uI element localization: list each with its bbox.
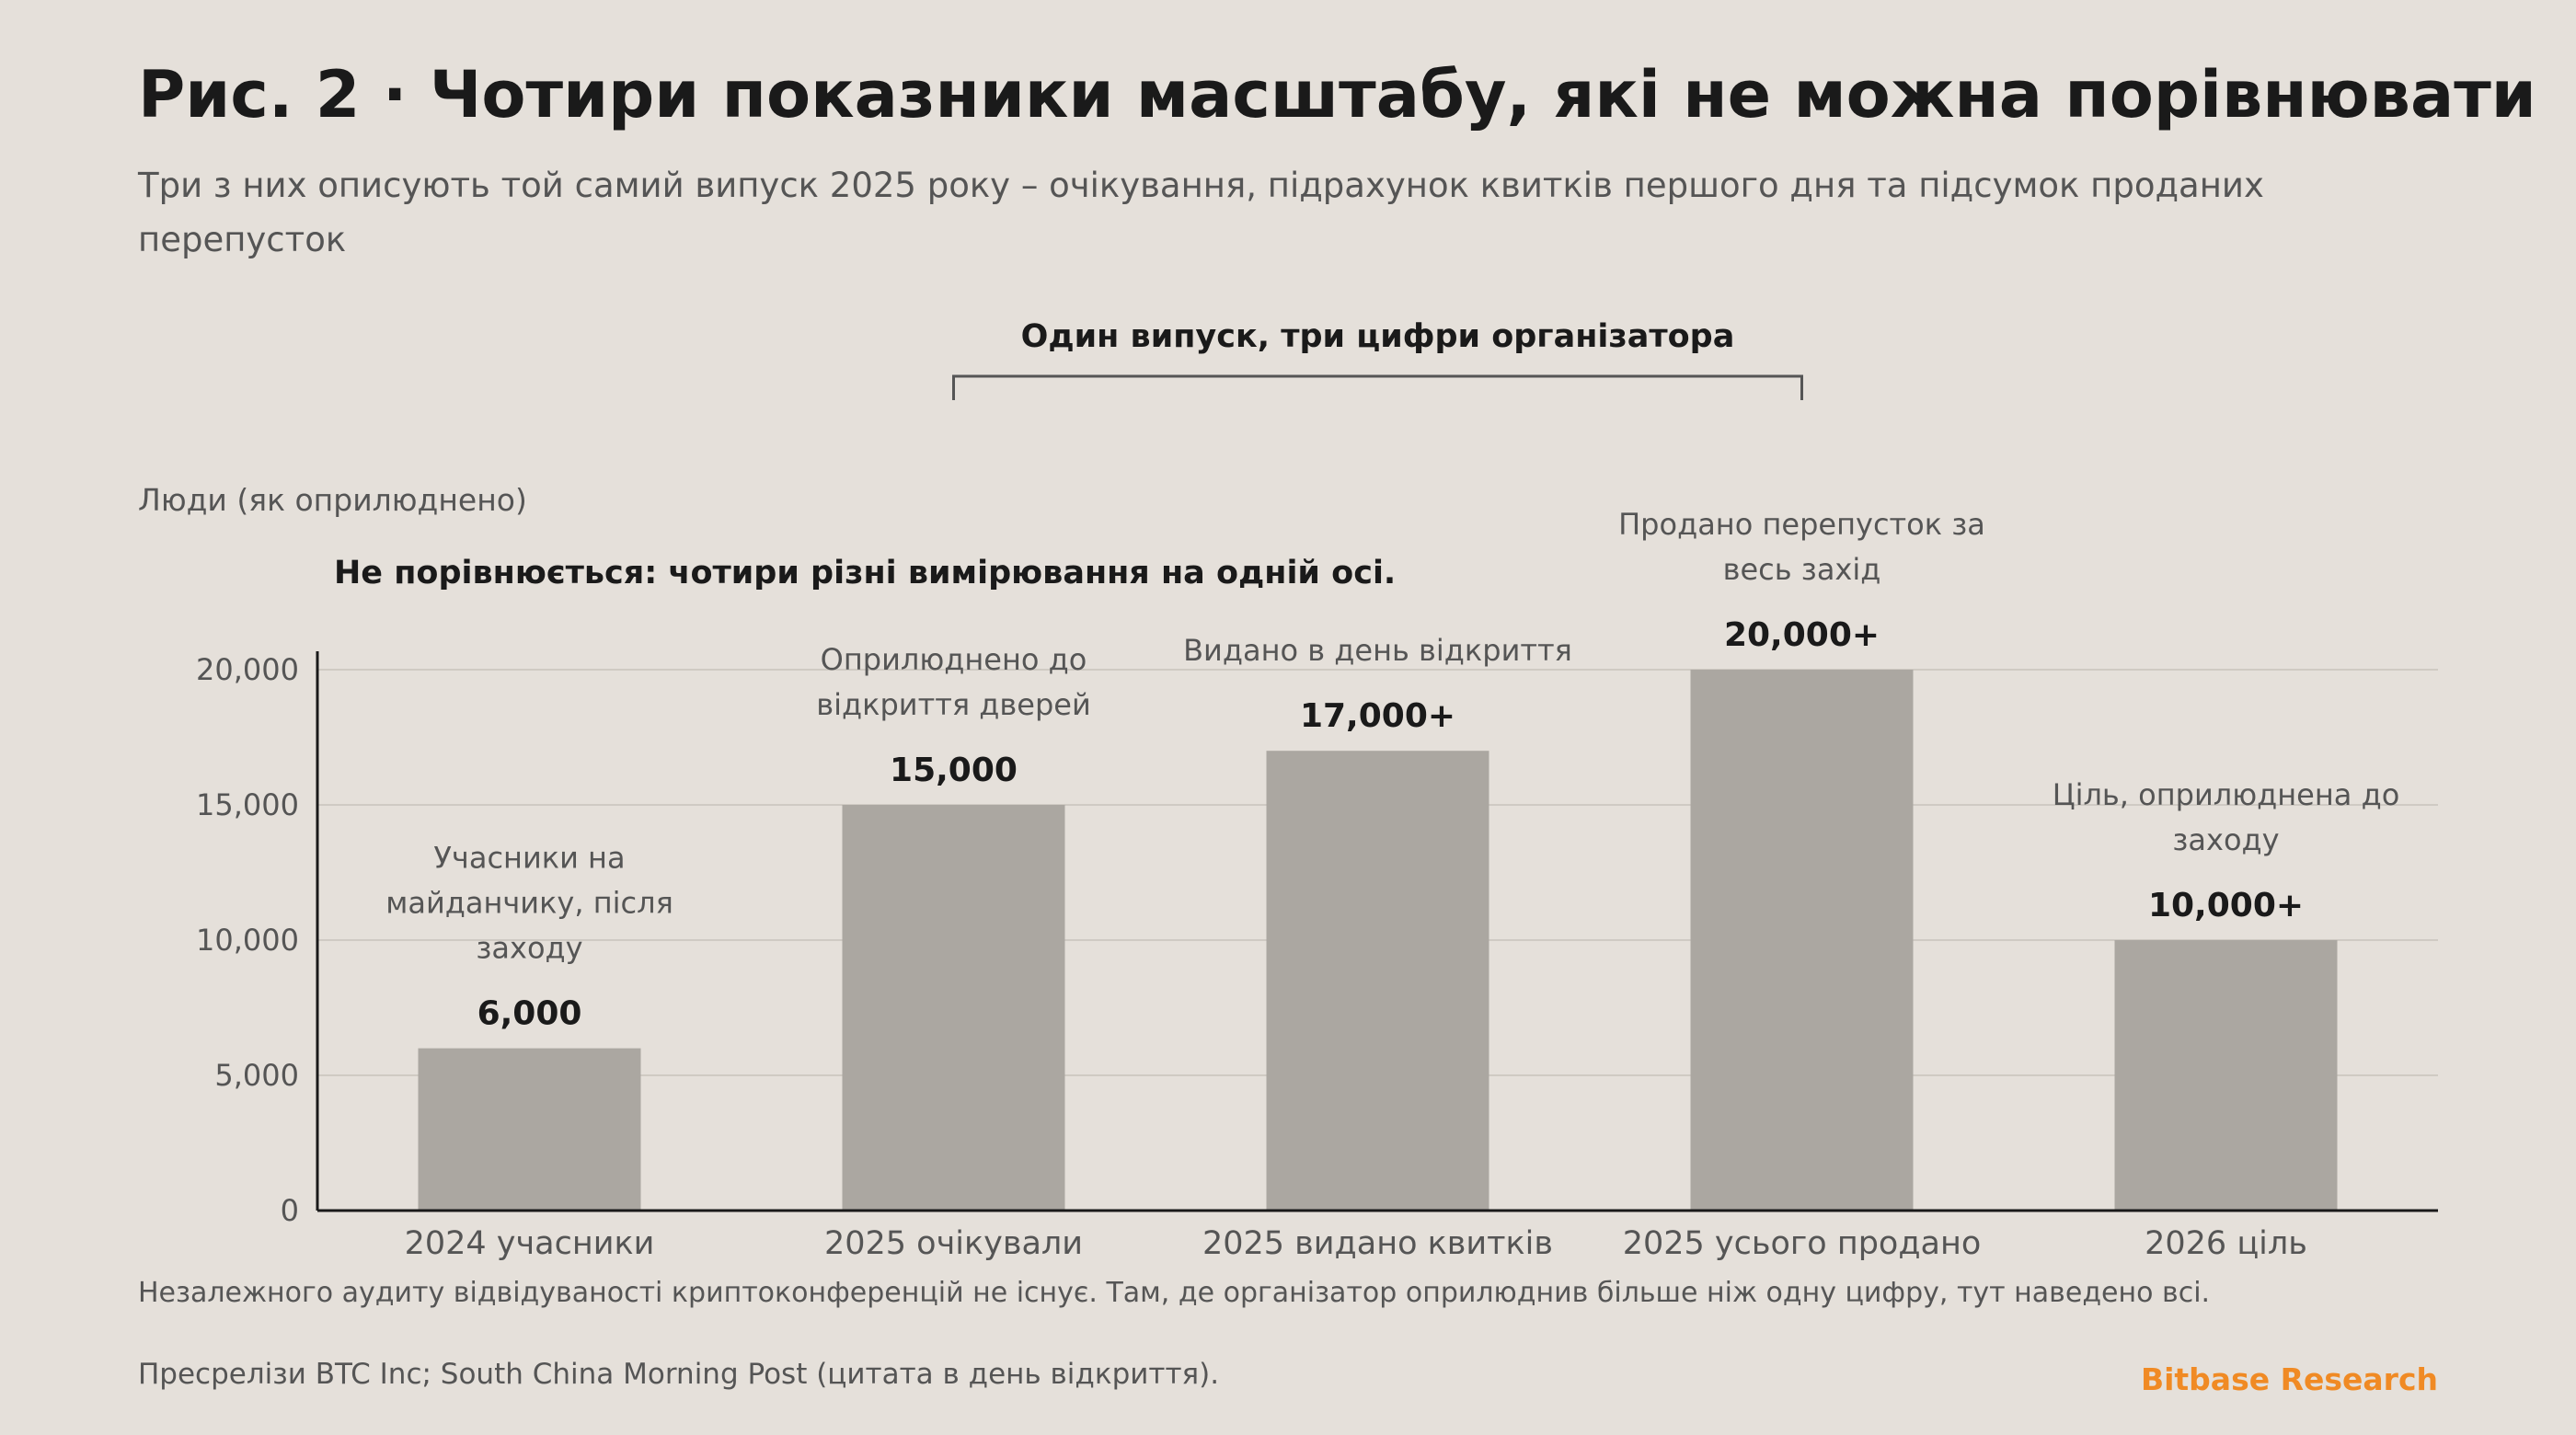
bars bbox=[418, 670, 2338, 1210]
bracket: Один випуск, три цифри організатора bbox=[952, 318, 1803, 400]
x-tick-label: 2025 усього продано bbox=[1623, 1225, 1982, 1262]
x-tick-label: 2025 очікували bbox=[824, 1225, 1083, 1262]
bar-annotation: весь захід bbox=[1723, 552, 1881, 587]
bar-annotation: майданчику, після bbox=[385, 886, 673, 921]
y-tick-label: 20,000 bbox=[196, 652, 299, 687]
footnote: Незалежного аудиту відвідуваності крипто… bbox=[138, 1277, 2211, 1309]
page-title: Рис. 2 · Чотири показники масштабу, які … bbox=[138, 57, 2536, 132]
bar bbox=[1266, 751, 1489, 1210]
labels: 0 5,000 10,000 15,000 20,000 6,000 Учасники на… bbox=[196, 507, 2399, 1262]
bracket-label: Один випуск, три цифри організатора bbox=[1021, 318, 1735, 355]
y-axis-label: Люди (як оприлюднено) bbox=[138, 482, 527, 518]
grid-lines bbox=[316, 651, 2438, 1212]
chart-note: Не порівнюється: чотири різні вимірюванн… bbox=[334, 555, 1396, 591]
y-tick-label: 10,000 bbox=[196, 923, 299, 958]
bar-annotation: Оприлюднено до bbox=[821, 642, 1087, 677]
bar-value-label: 10,000+ bbox=[2148, 887, 2304, 924]
x-tick-label: 2026 ціль bbox=[2145, 1225, 2307, 1262]
bar bbox=[842, 805, 1065, 1210]
bar bbox=[2114, 940, 2338, 1210]
bar-value-label: 6,000 bbox=[477, 995, 582, 1033]
bar-annotation: заходу bbox=[2172, 822, 2279, 857]
bracket-line bbox=[952, 374, 1803, 400]
source-note: Пресрелізи BTC Inc; South China Morning … bbox=[138, 1358, 1220, 1391]
x-tick-label: 2024 учасники bbox=[405, 1225, 655, 1262]
bar-value-label: 17,000+ bbox=[1300, 697, 1455, 735]
bar-annotation: Учасники на bbox=[433, 841, 625, 876]
bar-annotation: Видано в день відкриття bbox=[1183, 633, 1572, 668]
y-tick-label: 5,000 bbox=[214, 1058, 299, 1093]
bar bbox=[1690, 670, 1914, 1210]
page-subtitle: Три з них описують той самий випуск 2025… bbox=[138, 166, 2264, 259]
bar-value-label: 15,000 bbox=[890, 752, 1018, 789]
brand-logo: Bitbase Research bbox=[2140, 1361, 2438, 1397]
bar-value-label: 20,000+ bbox=[1724, 616, 1880, 654]
y-tick-label: 15,000 bbox=[196, 787, 299, 822]
bar bbox=[418, 1048, 641, 1210]
bar-annotation: заходу bbox=[476, 931, 582, 966]
bar-annotation: Продано перепусток за bbox=[1618, 507, 1985, 542]
x-tick-label: 2025 видано квитків bbox=[1202, 1225, 1553, 1262]
bar-annotation: Ціль, оприлюднена до bbox=[2053, 777, 2400, 812]
y-tick-label: 0 bbox=[281, 1193, 299, 1228]
bar-annotation: відкриття дверей bbox=[816, 687, 1090, 722]
